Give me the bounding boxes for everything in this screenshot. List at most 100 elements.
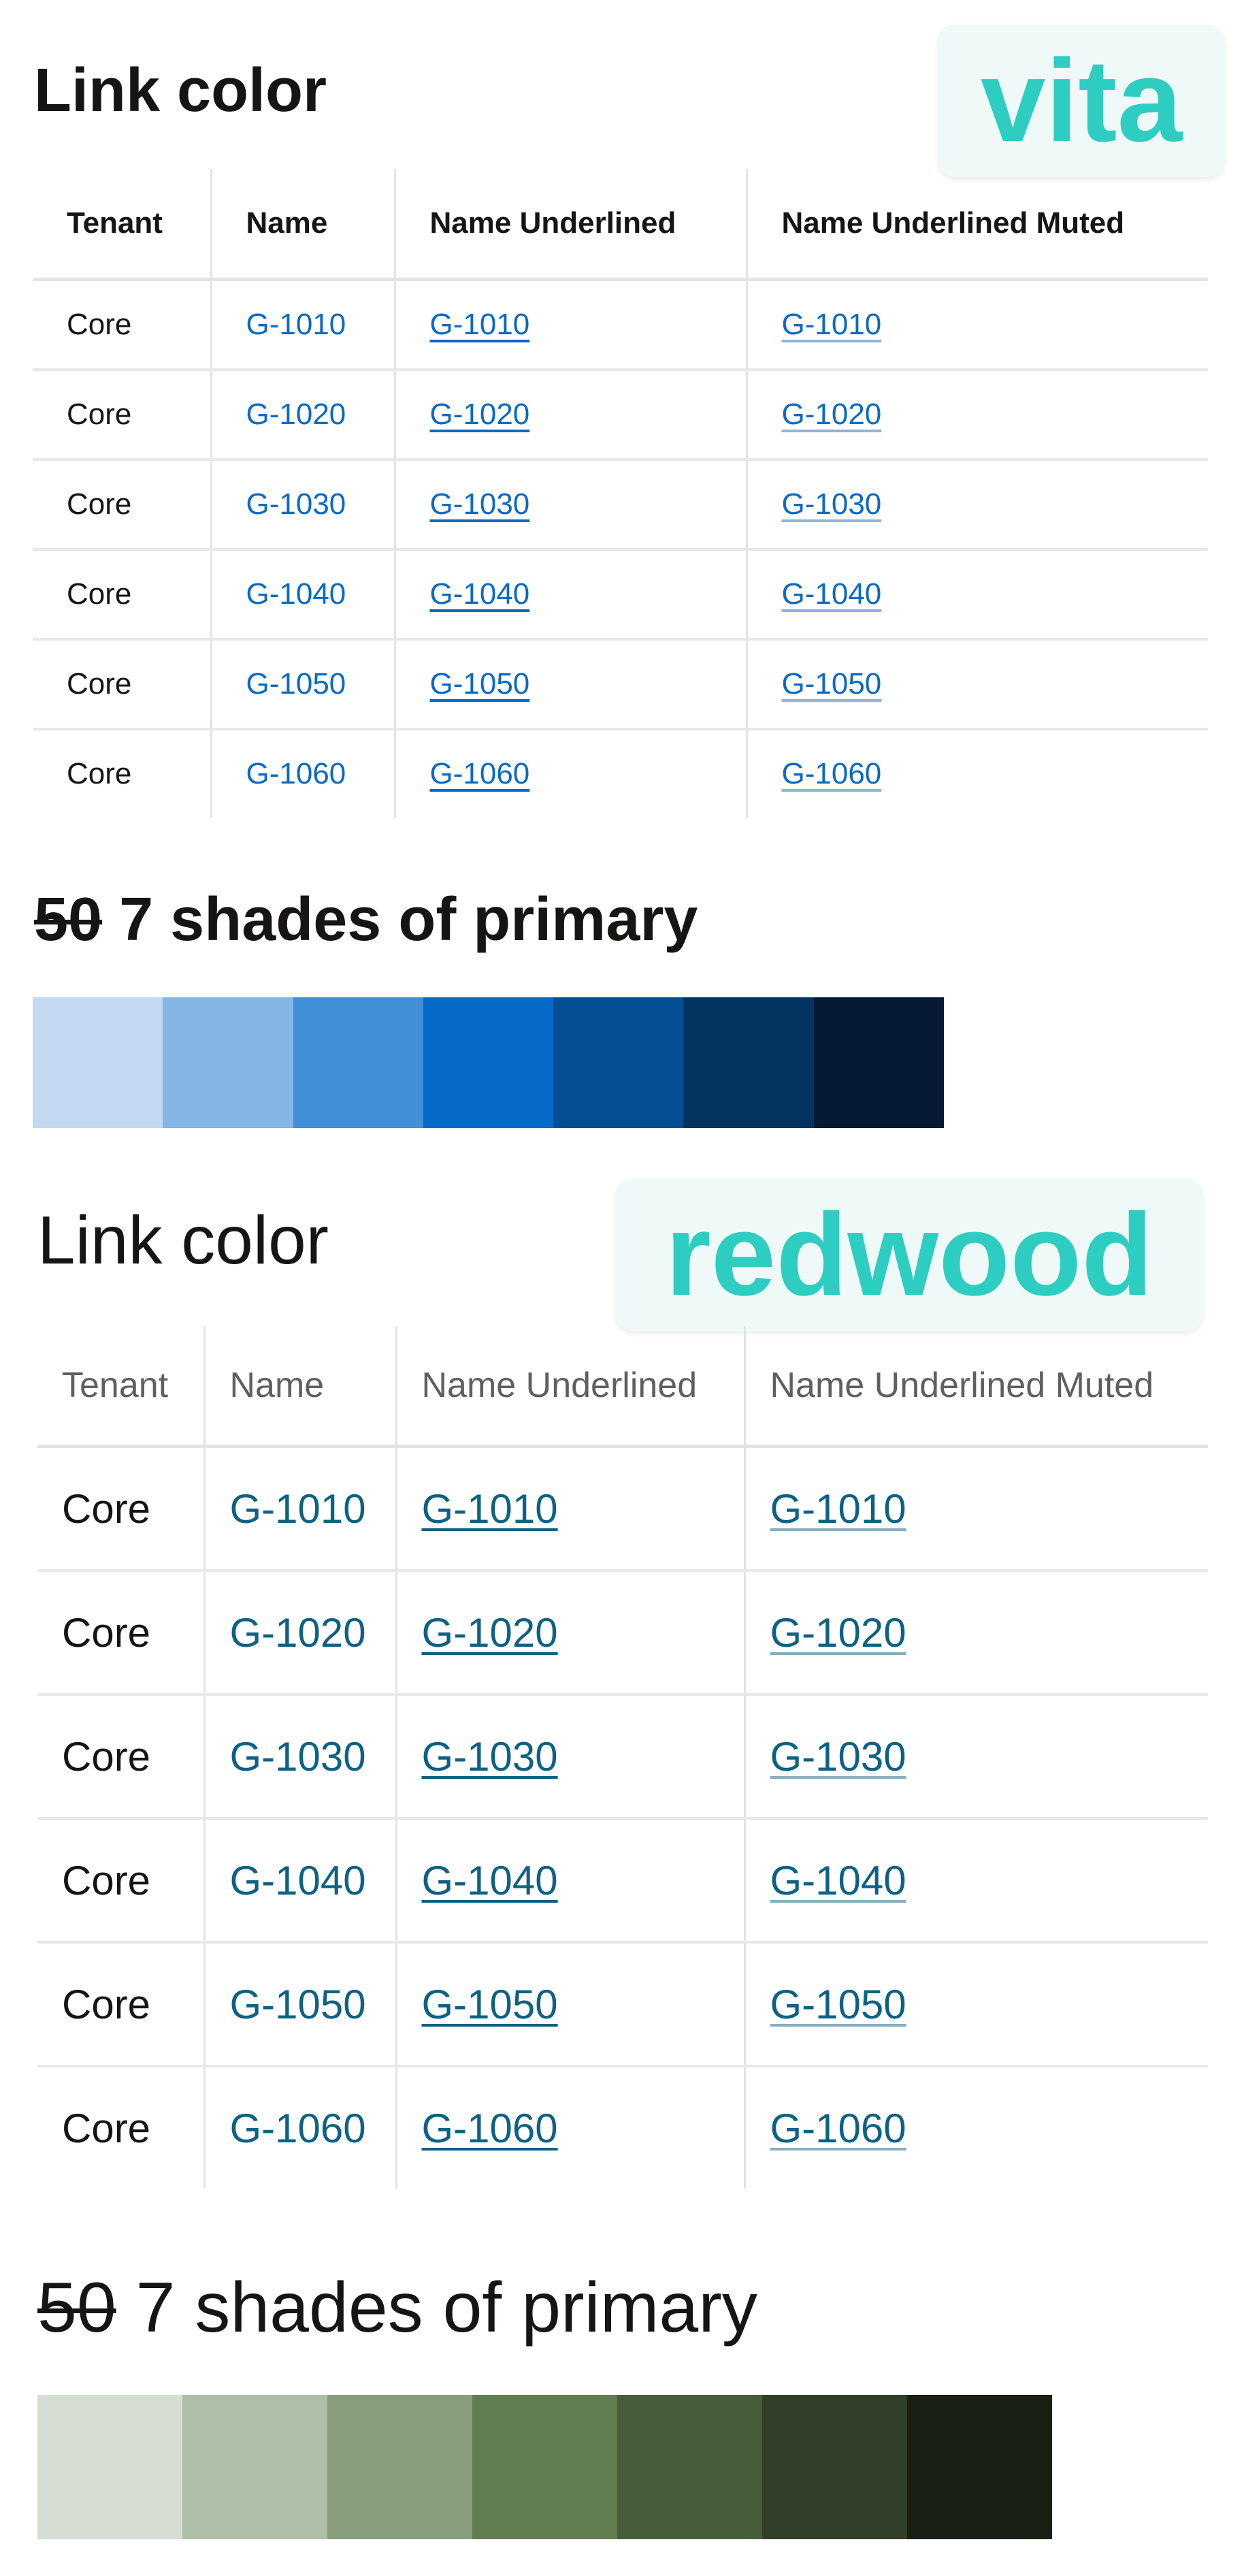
- vita-link-color-table: Tenant Name Name Underlined Name Underlined…: [33, 169, 1208, 818]
- name-link[interactable]: G-1020: [246, 398, 346, 431]
- name-underlined-muted-link[interactable]: G-1010: [781, 308, 882, 341]
- table-cell: Core: [33, 460, 211, 549]
- table-header-row: Tenant Name Name Underlined Name Underlined…: [37, 1326, 1208, 1447]
- name-link[interactable]: G-1030: [246, 487, 346, 521]
- name-underlined-muted-link[interactable]: G-1040: [781, 577, 882, 611]
- table-row: Core G-1060 G-1060 G-1060: [37, 2066, 1208, 2189]
- table-cell: G-1030: [395, 1694, 744, 1818]
- table-cell: Core: [37, 1571, 204, 1694]
- name-underlined-link[interactable]: G-1060: [429, 757, 530, 790]
- color-swatch-7: [813, 997, 944, 1128]
- table-cell: G-1040: [743, 1818, 1208, 1942]
- color-swatch-3: [293, 997, 423, 1128]
- name-underlined-muted-link[interactable]: G-1030: [770, 1733, 906, 1780]
- name-link[interactable]: G-1040: [229, 1857, 366, 1903]
- table-cell: G-1050: [743, 1942, 1208, 2066]
- name-underlined-link[interactable]: G-1020: [421, 1609, 558, 1656]
- column-header: Name Underlined: [393, 169, 747, 280]
- name-link[interactable]: G-1060: [246, 757, 346, 790]
- color-swatch-6: [683, 997, 814, 1128]
- column-header: Name: [203, 1326, 396, 1447]
- name-underlined-link[interactable]: G-1010: [421, 1485, 558, 1532]
- redwood-shades-heading: 50 7 shades of primary: [37, 2272, 757, 2343]
- table-row: Core G-1030 G-1030 G-1030: [33, 460, 1208, 549]
- name-link[interactable]: G-1050: [246, 667, 346, 701]
- tenant-text: Core: [62, 1857, 151, 1903]
- name-link[interactable]: G-1030: [229, 1733, 366, 1780]
- name-underlined-link[interactable]: G-1010: [429, 308, 530, 341]
- color-swatch-5: [617, 2395, 762, 2539]
- table-cell: G-1050: [393, 639, 747, 729]
- name-underlined-muted-link[interactable]: G-1020: [781, 398, 882, 431]
- redwood-link-color-table: Tenant Name Name Underlined Name Underlined…: [37, 1326, 1208, 2189]
- table-cell: G-1040: [745, 549, 1208, 639]
- name-underlined-muted-link[interactable]: G-1060: [770, 2105, 906, 2151]
- name-underlined-link[interactable]: G-1020: [429, 398, 530, 431]
- table-row: Core G-1020 G-1020 G-1020: [33, 370, 1208, 460]
- table-cell: G-1020: [210, 370, 395, 460]
- vita-primary-swatches: [33, 997, 944, 1128]
- name-link[interactable]: G-1060: [229, 2105, 366, 2151]
- table-cell: G-1020: [203, 1571, 396, 1694]
- name-underlined-link[interactable]: G-1050: [429, 667, 530, 701]
- color-swatch-2: [163, 997, 293, 1128]
- column-header: Name Underlined Muted: [743, 1326, 1208, 1447]
- struck-count: 50: [34, 886, 103, 954]
- table-cell: G-1010: [210, 279, 395, 370]
- table-cell: G-1030: [210, 460, 395, 549]
- name-underlined-muted-link[interactable]: G-1010: [770, 1485, 906, 1532]
- column-header: Name: [210, 169, 395, 280]
- table-cell: Core: [33, 729, 211, 818]
- table-cell: Core: [33, 549, 211, 639]
- table-cell: G-1020: [743, 1571, 1208, 1694]
- table-cell: G-1010: [203, 1446, 396, 1571]
- name-link[interactable]: G-1010: [229, 1485, 366, 1532]
- table-row: Core G-1060 G-1060 G-1060: [33, 729, 1208, 818]
- table-row: Core G-1010 G-1010 G-1010: [33, 279, 1208, 370]
- table-cell: G-1040: [395, 1818, 744, 1942]
- tenant-text: Core: [62, 1609, 151, 1656]
- table-cell: G-1060: [393, 729, 747, 818]
- name-underlined-link[interactable]: G-1040: [429, 577, 530, 611]
- table-cell: G-1030: [743, 1694, 1208, 1818]
- tenant-text: Core: [67, 308, 132, 341]
- name-link[interactable]: G-1040: [246, 577, 346, 611]
- name-underlined-link[interactable]: G-1060: [421, 2105, 558, 2151]
- name-underlined-link[interactable]: G-1030: [421, 1733, 558, 1780]
- name-underlined-muted-link[interactable]: G-1050: [770, 1981, 906, 2027]
- table-cell: G-1030: [745, 460, 1208, 549]
- name-underlined-muted-link[interactable]: G-1020: [770, 1609, 906, 1656]
- name-link[interactable]: G-1010: [246, 308, 346, 341]
- table-row: Core G-1020 G-1020 G-1020: [37, 1571, 1208, 1694]
- redwood-badge-label: redwood: [665, 1189, 1153, 1320]
- table-cell: G-1050: [210, 639, 395, 729]
- name-underlined-muted-link[interactable]: G-1060: [781, 757, 882, 790]
- tenant-text: Core: [62, 1981, 151, 2027]
- vita-tenant-badge: vita: [938, 25, 1225, 177]
- table-cell: G-1020: [395, 1571, 744, 1694]
- tenant-text: Core: [67, 577, 132, 611]
- table-cell: Core: [37, 2066, 204, 2189]
- table-cell: G-1060: [210, 729, 395, 818]
- table-cell: Core: [33, 280, 211, 370]
- name-link[interactable]: G-1050: [229, 1981, 366, 2027]
- table-cell: G-1050: [395, 1942, 744, 2066]
- name-underlined-muted-link[interactable]: G-1050: [781, 667, 882, 701]
- name-link[interactable]: G-1020: [229, 1609, 366, 1656]
- name-underlined-link[interactable]: G-1040: [421, 1857, 558, 1903]
- tenant-text: Core: [67, 757, 132, 790]
- shades-heading-text: 7 shades of primary: [102, 886, 698, 954]
- table-cell: G-1050: [203, 1942, 396, 2066]
- name-underlined-link[interactable]: G-1030: [429, 487, 530, 521]
- tenant-text: Core: [67, 667, 132, 701]
- name-underlined-muted-link[interactable]: G-1040: [770, 1857, 906, 1903]
- table-cell: G-1010: [395, 1446, 744, 1571]
- tenant-text: Core: [67, 398, 132, 431]
- table-cell: Core: [37, 1694, 204, 1818]
- table-cell: Core: [33, 370, 211, 460]
- table-row: Core G-1040 G-1040 G-1040: [33, 549, 1208, 639]
- name-underlined-muted-link[interactable]: G-1030: [781, 487, 882, 521]
- name-underlined-link[interactable]: G-1050: [421, 1981, 558, 2027]
- table-cell: Core: [33, 639, 211, 729]
- color-swatch-3: [327, 2395, 472, 2539]
